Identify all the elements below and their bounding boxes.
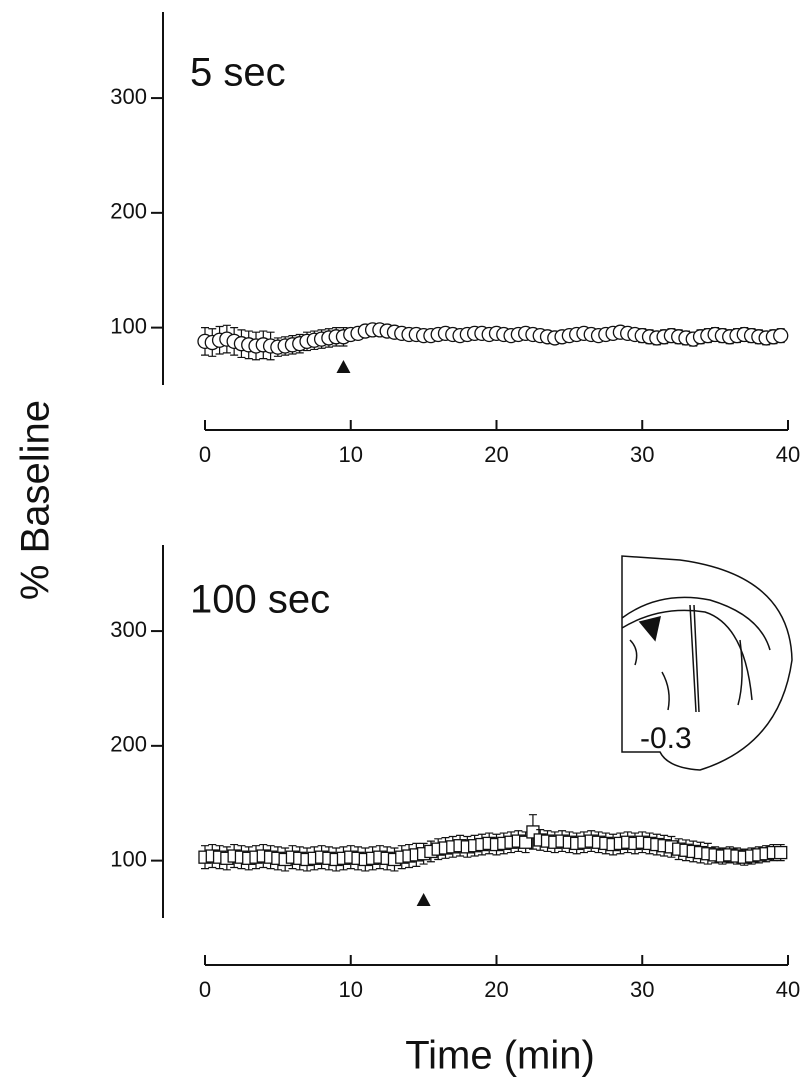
x-tick-label: 0 <box>199 977 211 1002</box>
data-point <box>774 845 788 860</box>
y-tick-label: 300 <box>110 84 147 109</box>
stimulus-marker <box>416 893 431 906</box>
y-tick-label: 100 <box>110 846 147 871</box>
panel-title: 100 sec <box>190 578 330 622</box>
y-axis-label: % Baseline <box>14 400 58 600</box>
x-tick-label: 30 <box>630 977 654 1002</box>
panel-title: 5 sec <box>190 51 286 95</box>
x-tick-label: 30 <box>630 442 654 467</box>
brain-inset <box>621 555 793 771</box>
x-tick-label: 40 <box>776 977 800 1002</box>
stimulus-marker <box>336 360 351 373</box>
data-point <box>519 835 533 849</box>
y-tick-label: 100 <box>110 313 147 338</box>
y-tick-label: 200 <box>110 732 147 757</box>
inset-label: -0.3 <box>640 722 692 755</box>
x-tick-label: 10 <box>339 442 363 467</box>
x-axis-label: Time (min) <box>405 1034 595 1078</box>
x-tick-label: 10 <box>339 977 363 1002</box>
x-tick-label: 40 <box>776 442 800 467</box>
y-tick-label: 200 <box>110 199 147 224</box>
y-tick-label: 300 <box>110 617 147 642</box>
x-tick-label: 20 <box>484 442 508 467</box>
x-tick-label: 0 <box>199 442 211 467</box>
data-point <box>773 327 789 344</box>
x-tick-label: 20 <box>484 977 508 1002</box>
